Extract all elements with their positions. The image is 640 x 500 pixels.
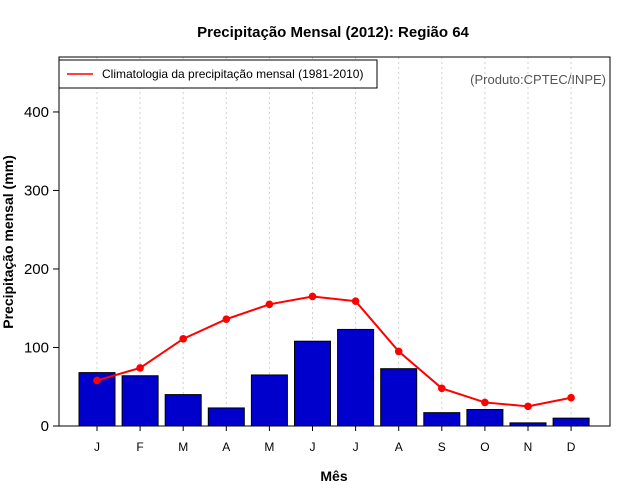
climatology-point-0 [93,376,101,385]
x-tick-label: J [310,440,316,454]
y-axis: 0 100 200 300 400 [24,104,59,435]
legend-entry-climatology: Climatologia da precipitação mensal (198… [102,67,363,81]
x-tick-label: M [178,440,188,454]
bar-9 [466,409,504,427]
climatology-point-3 [222,315,231,324]
x-tick-label: A [395,440,403,454]
y-tick-label: 0 [41,418,49,435]
climatology-line-group [93,292,575,411]
bar-2 [164,394,202,427]
bar-8 [423,412,461,427]
bar-3 [207,407,245,427]
climatology-point-1 [136,364,144,372]
legend: Climatologia da precipitação mensal (198… [58,59,378,89]
x-tick-label: M [264,440,274,454]
y-tick-label: 200 [24,261,49,278]
x-tick-label: N [524,440,533,454]
climatology-line [96,295,572,408]
y-tick-label: 100 [24,339,49,356]
x-axis-title: Mês [320,468,347,484]
climatology-point-9 [481,398,489,407]
bar-6 [337,328,375,427]
bar-5 [294,340,331,427]
y-tick-label: 400 [24,104,49,121]
bar-4 [250,374,288,427]
bar-11 [552,417,590,427]
x-tick-label: J [94,440,100,454]
legend-box [58,59,378,89]
x-tick-label: F [136,440,143,454]
climatology-point-10 [524,402,532,411]
x-tick-label: D [567,440,576,454]
climatology-point-5 [308,292,317,301]
climatology-point-6 [351,297,360,305]
chart-title: Precipitação Mensal (2012): Região 64 [197,24,469,41]
product-credit: (Produto:CPTEC/INPE) [470,72,606,87]
x-tick-label: S [438,440,446,454]
bar-7 [380,368,418,427]
grid-lines [96,57,572,426]
climatology-point-8 [438,384,446,393]
plot-frame [58,56,611,427]
y-axis-title: Precipitação mensal (mm) [0,155,16,329]
climatology-point-11 [567,393,575,402]
y-tick-label: 300 [24,182,49,199]
climatology-point-2 [179,335,187,343]
x-tick-label: O [480,440,489,454]
climatology-point-7 [394,347,403,356]
bar-1 [121,375,159,427]
x-tick-label: J [353,440,359,454]
x-tick-label: A [222,440,230,454]
climatology-point-4 [265,300,274,309]
